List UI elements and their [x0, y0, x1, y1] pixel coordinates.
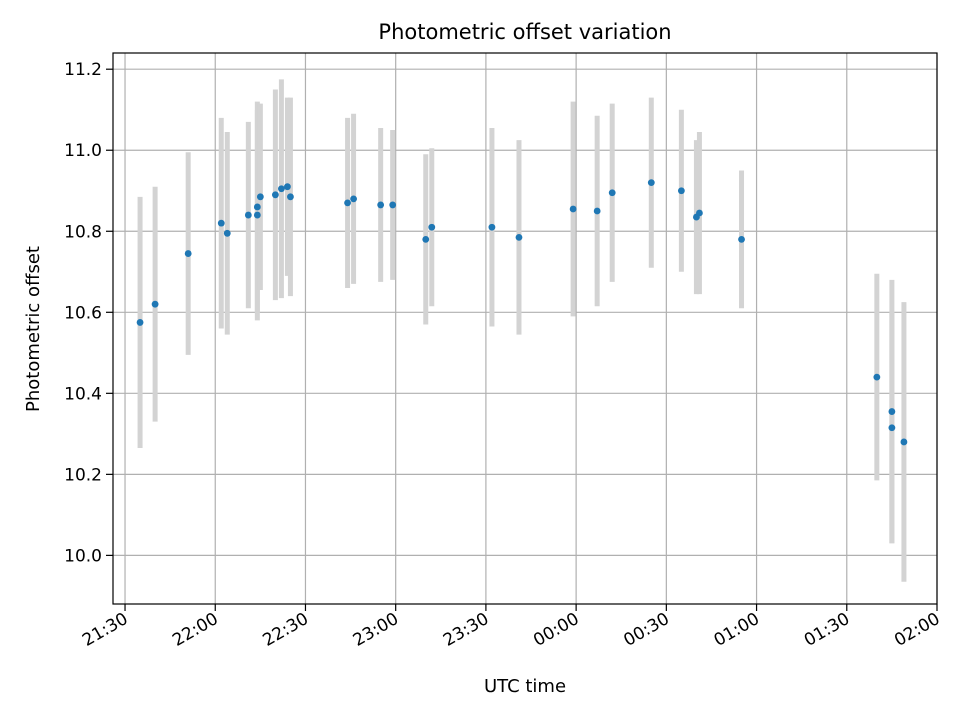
data-point [569, 205, 577, 213]
data-point [377, 201, 385, 209]
data-point [422, 235, 430, 243]
y-axis-label: Photometric offset [23, 246, 44, 412]
y-tick-label: 10.0 [64, 546, 102, 566]
data-point [888, 408, 896, 415]
data-point [136, 319, 144, 326]
data-point [253, 211, 261, 219]
data-point [223, 229, 231, 237]
data-point [278, 185, 285, 193]
data-points [136, 179, 908, 446]
data-point [217, 219, 225, 227]
chart-title: Photometric offset variation [378, 20, 671, 44]
plot-area [113, 53, 937, 604]
x-axis-label: UTC time [484, 676, 566, 697]
y-axis-ticks: 10.0 10.2 10.4 10.6 10.8 11.0 11.2 [64, 60, 113, 566]
data-point [738, 235, 745, 243]
data-point [900, 438, 908, 446]
data-point [151, 300, 159, 308]
y-tick-label: 10.4 [64, 384, 102, 404]
data-point [696, 209, 703, 217]
data-point [271, 191, 279, 199]
y-tick-label: 11.0 [64, 141, 102, 161]
data-point [677, 187, 685, 195]
data-point [488, 223, 496, 231]
data-point [350, 195, 357, 203]
data-point [244, 211, 252, 219]
plot-frame [112, 52, 938, 605]
data-point [344, 199, 351, 207]
data-point [428, 223, 436, 231]
data-point [888, 424, 896, 432]
data-point [389, 201, 397, 209]
y-tick-label: 10.8 [64, 222, 102, 242]
y-tick-label: 10.2 [64, 465, 102, 485]
data-point [647, 179, 655, 187]
data-point [515, 233, 523, 241]
data-point [253, 203, 261, 211]
data-point [256, 193, 264, 201]
data-point [184, 250, 192, 257]
data-point [287, 193, 294, 201]
data-point [593, 207, 601, 215]
data-point [284, 183, 291, 191]
data-point [873, 373, 881, 381]
y-tick-label: 10.6 [64, 303, 102, 323]
data-point [608, 189, 616, 197]
y-tick-label: 11.2 [64, 60, 102, 80]
